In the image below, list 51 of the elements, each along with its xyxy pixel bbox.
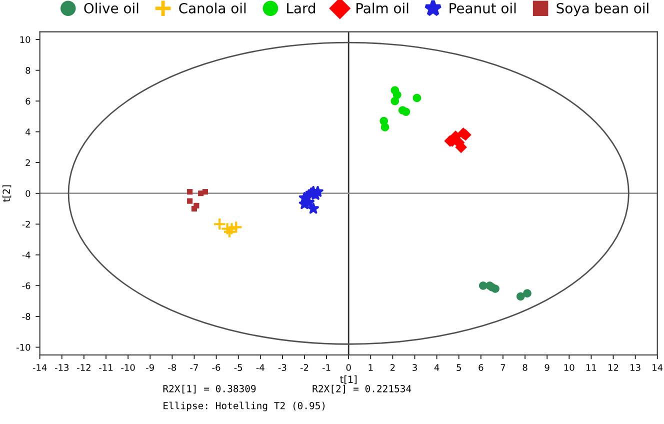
text: Ellipse: Hotelling T2 (0.95): [164, 402, 325, 412]
x-tick-label: -3: [278, 364, 286, 371]
x-tick-label: 8: [522, 364, 528, 371]
y-tick-label: -8: [22, 313, 30, 320]
x-tick-label: 6: [478, 364, 484, 371]
y-tick-label: 6: [26, 98, 30, 105]
x-tick-label: 14: [652, 364, 663, 371]
x-tick-label: 11: [586, 364, 596, 371]
x-tick-label: -1: [322, 364, 330, 371]
legend-label: Peanut oil: [450, 2, 516, 14]
x-tick-label: 4: [434, 364, 440, 371]
x-tick-label: -5: [234, 364, 242, 371]
x-tick-label: -11: [99, 364, 113, 371]
y-axis-title: t[2]: [2, 185, 12, 202]
x-tick-label: -7: [190, 364, 198, 371]
x-tick-label: -13: [54, 364, 69, 371]
x-tick-label: 7: [500, 364, 506, 371]
x-tick-label: 10: [564, 364, 574, 371]
x-tick-label: 2: [390, 364, 395, 371]
legend-label: Palm oil: [356, 2, 408, 14]
y-tick-label: 2: [26, 159, 30, 166]
legend-label: Olive oil: [84, 2, 138, 14]
legend-label: Canola oil: [179, 2, 246, 14]
y-tick-label: 8: [26, 66, 30, 74]
y-tick-label: -2: [22, 220, 30, 228]
legend-label: Lard: [287, 2, 316, 14]
y-tick-label: 10: [20, 36, 30, 44]
legend-label: Soya bean oil: [556, 2, 648, 16]
x-tick-label: 3: [412, 364, 417, 371]
y-tick-label: 4: [26, 128, 30, 136]
x-tick-label: -14: [32, 364, 47, 371]
x-tick-label: 1: [368, 364, 373, 371]
x-tick-label: 5: [456, 364, 461, 371]
x-tick-label: -9: [146, 364, 154, 371]
y-tick-label: -4: [22, 252, 30, 258]
x-tick-label: -4: [256, 364, 264, 371]
y-tick-label: -6: [22, 282, 30, 290]
x-tick-label: -12: [77, 364, 90, 371]
y-tick-label: -10: [16, 344, 30, 351]
x-axis-title: t[1]: [340, 375, 357, 384]
x-tick-label: 12: [608, 364, 618, 371]
text: R2X[1] = 0.38309: [163, 384, 256, 394]
x-tick-label: -6: [212, 364, 220, 371]
x-tick-label: 9: [544, 364, 550, 371]
x-tick-label: 0: [346, 364, 351, 371]
x-tick-label: -2: [300, 364, 308, 371]
x-tick-label: -10: [121, 364, 135, 371]
y-tick-label: 0: [26, 190, 30, 197]
x-tick-label: -8: [168, 364, 176, 371]
x-tick-label: 13: [630, 364, 640, 371]
text: R2X[2] = 0.221534: [312, 384, 412, 394]
